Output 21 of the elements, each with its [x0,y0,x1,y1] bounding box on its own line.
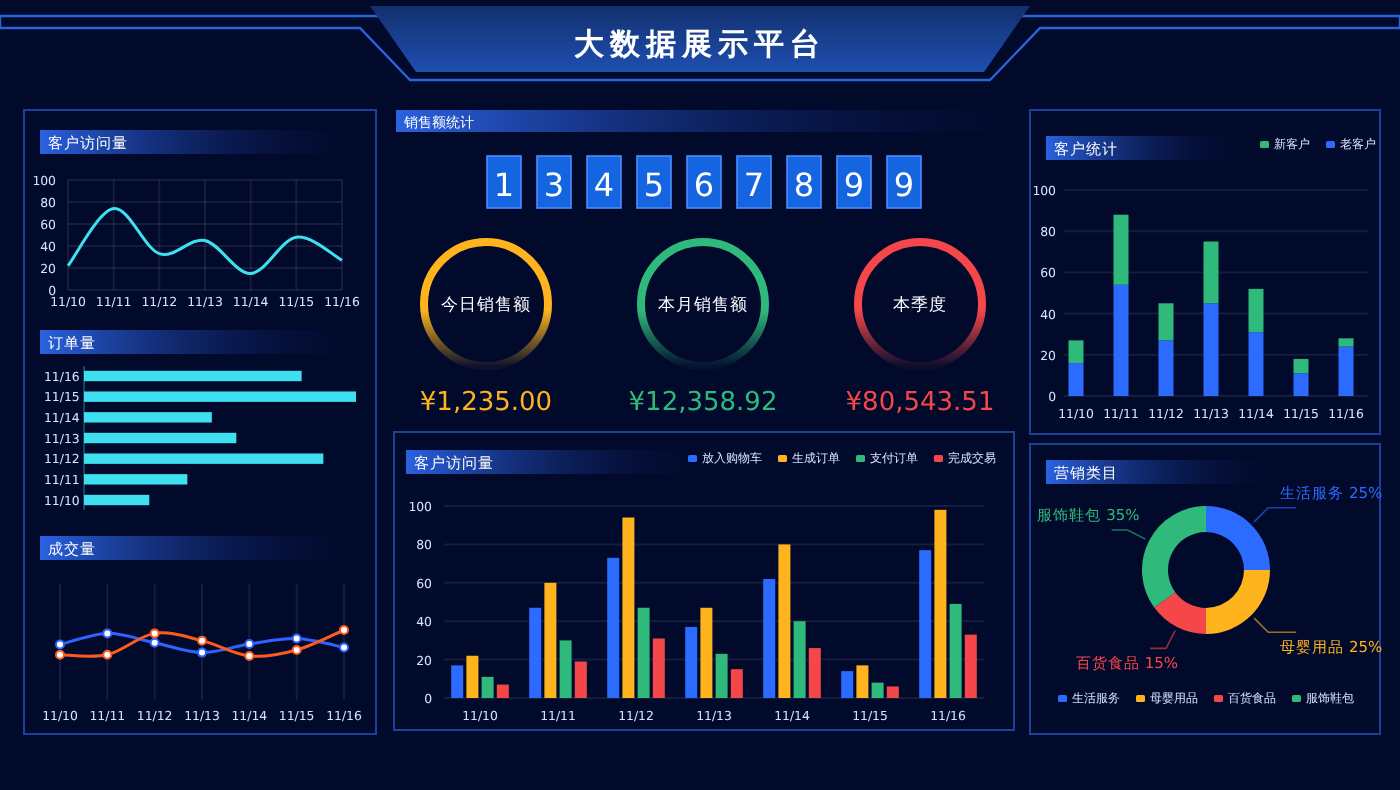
point [291,645,302,656]
point [339,625,349,635]
point [244,651,255,661]
text: 本季度 [893,294,947,316]
point [339,642,349,653]
point [244,639,255,650]
text: ¥1,235.00 [419,388,553,418]
point [197,635,207,646]
text: ¥80,543.51 [845,388,995,418]
point [149,637,160,648]
text: ¥12,358.92 [628,388,778,418]
title: 大数据展示平台 [574,26,826,62]
point [55,639,65,650]
point [102,628,113,639]
point [102,649,113,660]
point [55,649,65,660]
point [149,628,160,639]
point [197,647,207,658]
text: 本月销售额 [658,294,748,316]
point [291,633,302,644]
text: 今日销售额 [441,294,531,316]
